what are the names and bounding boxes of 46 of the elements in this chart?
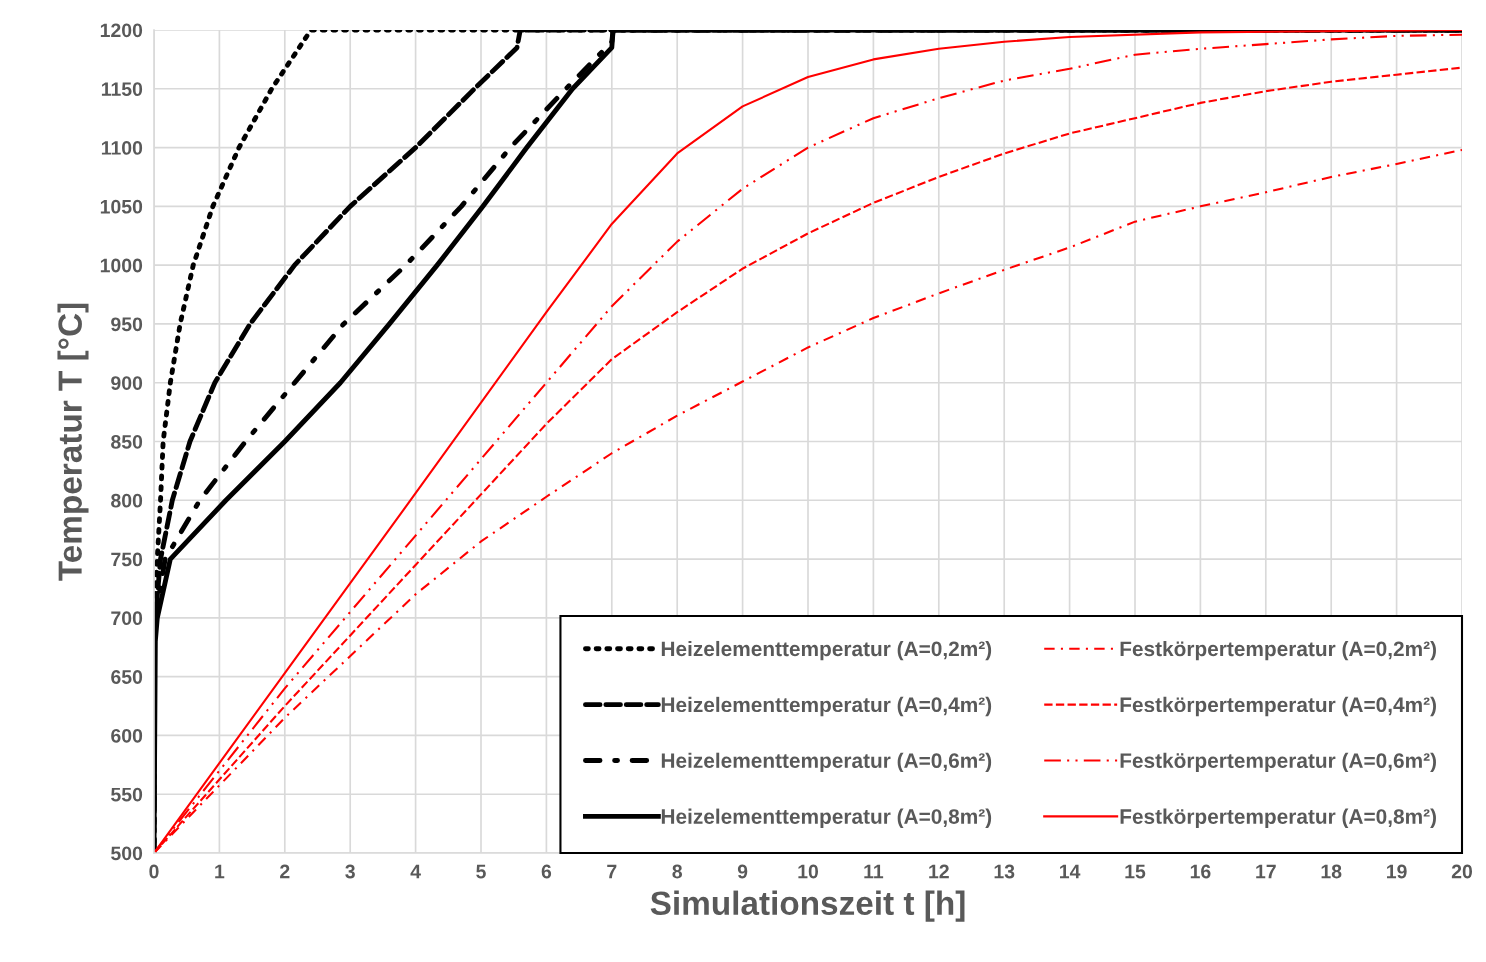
- x-tick-label: 13: [994, 864, 1015, 879]
- y-tick-label: 500: [111, 846, 143, 861]
- legend-label: Heizelementtemperatur (A=0,6m²): [661, 752, 992, 773]
- legend-label: Heizelementtemperatur (A=0,4m²): [661, 696, 992, 717]
- x-tick-label: 3: [345, 864, 355, 879]
- y-tick-label: 1050: [100, 199, 143, 214]
- x-tick-label: 9: [737, 864, 748, 879]
- legend-label: Festkörpertemperatur (A=0,6m²): [1120, 752, 1436, 773]
- y-tick-label: 550: [111, 787, 143, 802]
- x-tick-label: 14: [1060, 864, 1081, 879]
- x-tick-label: 11: [864, 864, 884, 879]
- legend-label: Festkörpertemperatur (A=0,2m²): [1120, 640, 1436, 661]
- y-tick-label: 950: [111, 317, 143, 332]
- x-tick-label: 6: [541, 864, 552, 879]
- x-tick-label: 2: [280, 864, 290, 879]
- y-tick-label: 750: [111, 552, 143, 567]
- y-tick-label: 1200: [100, 23, 143, 38]
- x-tick-label: 12: [929, 864, 949, 879]
- x-tick-label: 1: [215, 864, 225, 879]
- y-tick-label: 1150: [101, 82, 143, 97]
- y-tick-label: 850: [111, 434, 143, 449]
- x-tick-label: 5: [476, 864, 486, 879]
- y-axis-title: Temperatur T [°C]: [57, 303, 89, 581]
- x-tick-label: 4: [410, 864, 421, 879]
- y-tick-label: 650: [111, 670, 143, 684]
- x-tick-label: 8: [672, 864, 683, 879]
- x-tick-label: 18: [1321, 864, 1342, 879]
- y-tick-label: 700: [111, 611, 143, 626]
- x-tick-label: 16: [1190, 864, 1211, 879]
- x-tick-label: 7: [607, 864, 617, 879]
- y-tick-label: 800: [111, 493, 143, 508]
- y-tick-label: 900: [111, 376, 143, 390]
- x-tick-label: 0: [149, 864, 159, 879]
- x-tick-label: 15: [1125, 864, 1146, 879]
- x-tick-label: 19: [1387, 864, 1407, 879]
- x-tick-label: 20: [1451, 864, 1473, 879]
- x-tick-label: 17: [1256, 864, 1276, 879]
- legend-label: Heizelementtemperatur (A=0,2m²): [661, 640, 992, 661]
- y-tick-label: 1100: [101, 141, 143, 155]
- legend-label: Festkörpertemperatur (A=0,8m²): [1120, 808, 1436, 828]
- legend-label: Festkörpertemperatur (A=0,4m²): [1120, 696, 1436, 717]
- legend-label: Heizelementtemperatur (A=0,8m²): [661, 808, 992, 828]
- y-tick-label: 600: [111, 728, 143, 743]
- x-axis-title: Simulationszeit t [h]: [650, 890, 965, 922]
- x-tick-label: 10: [798, 864, 819, 879]
- y-tick-label: 1000: [100, 258, 143, 273]
